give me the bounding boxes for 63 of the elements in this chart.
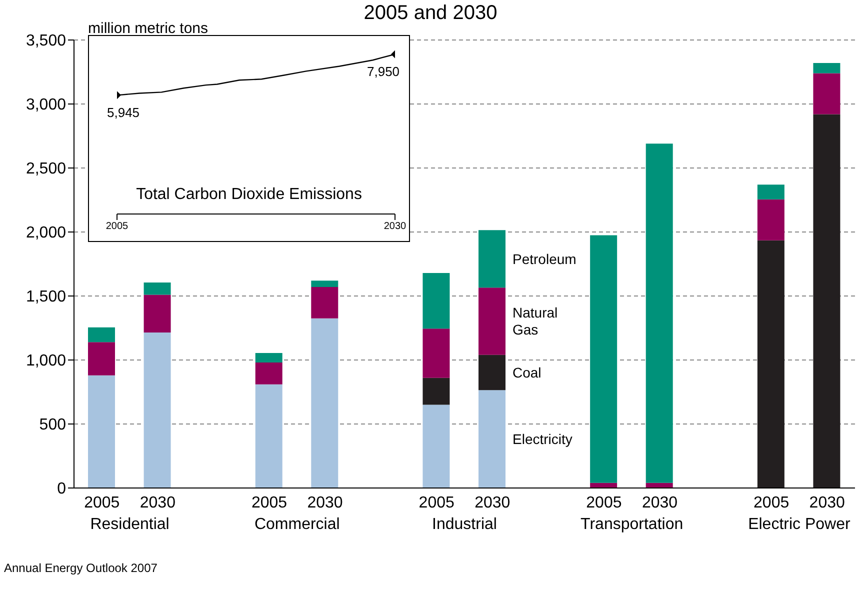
y-tick-label: 500 [39,416,66,434]
text: Annual Energy Outlook 2007 [4,561,158,575]
y-axis-title: million metric tons [88,20,208,37]
y-tick-label: 3,000 [26,96,66,114]
bar [813,114,840,488]
bar [144,282,171,295]
bar [478,288,506,355]
y-tick-label: 0 [57,480,66,498]
x-tick-label: 2030 [384,221,407,232]
bar [422,272,450,329]
bar [646,144,673,483]
x-tick-label: 2030 [307,494,343,512]
series-label: Electricity [512,430,572,447]
series-label: Natural Gas [512,304,558,338]
bar [144,332,171,488]
bar [144,294,171,332]
chart-title: 2005 and 2030 [364,2,498,24]
bar [813,73,840,114]
bar [422,378,450,405]
bar [311,280,338,288]
bar [88,327,115,342]
bar [311,318,338,488]
series-label: Petroleum [512,250,576,267]
series-label: Coal [512,364,542,380]
x-tick-label: 2005 [418,494,455,512]
y-tick-label: 3,500 [26,32,66,50]
bar [88,375,115,488]
bar [813,63,840,74]
x-tick-label: 2030 [474,494,510,512]
y-tick-label: 1,500 [26,288,66,306]
x-tick-label: 2030 [809,494,846,512]
bar [478,354,506,390]
bar [590,235,618,483]
x-tick-label: 2005 [106,221,129,232]
text: Total Carbon Dioxide Emissions [135,186,363,204]
bar [255,362,282,384]
x-tick-label: 2030 [140,494,176,512]
text: Transportation [580,516,684,534]
y-tick-label: 2,500 [26,160,66,178]
text: Electric Power [747,516,852,534]
bar [88,342,115,376]
bar [478,230,506,288]
x-tick-label: 2005 [251,494,288,512]
data-label: 5,945 [107,105,140,120]
x-tick-label: 2005 [754,494,790,512]
text: Residential [89,516,170,534]
y-tick-label: 1,000 [26,352,66,370]
bar [757,199,784,240]
bar [255,352,282,363]
bar [311,287,338,318]
y-tick-label: 2,000 [26,224,66,242]
data-label: 7,950 [367,64,400,80]
bar [478,390,506,488]
bar [757,184,784,200]
x-tick-label: 2030 [642,494,678,512]
bar [757,240,784,488]
text: Commercial [253,516,341,534]
x-tick-label: 2005 [586,494,622,512]
bar [422,328,450,378]
bar [422,404,450,488]
text: Industrial [431,516,498,534]
x-tick-label: 2005 [84,494,120,512]
bar [255,384,282,488]
